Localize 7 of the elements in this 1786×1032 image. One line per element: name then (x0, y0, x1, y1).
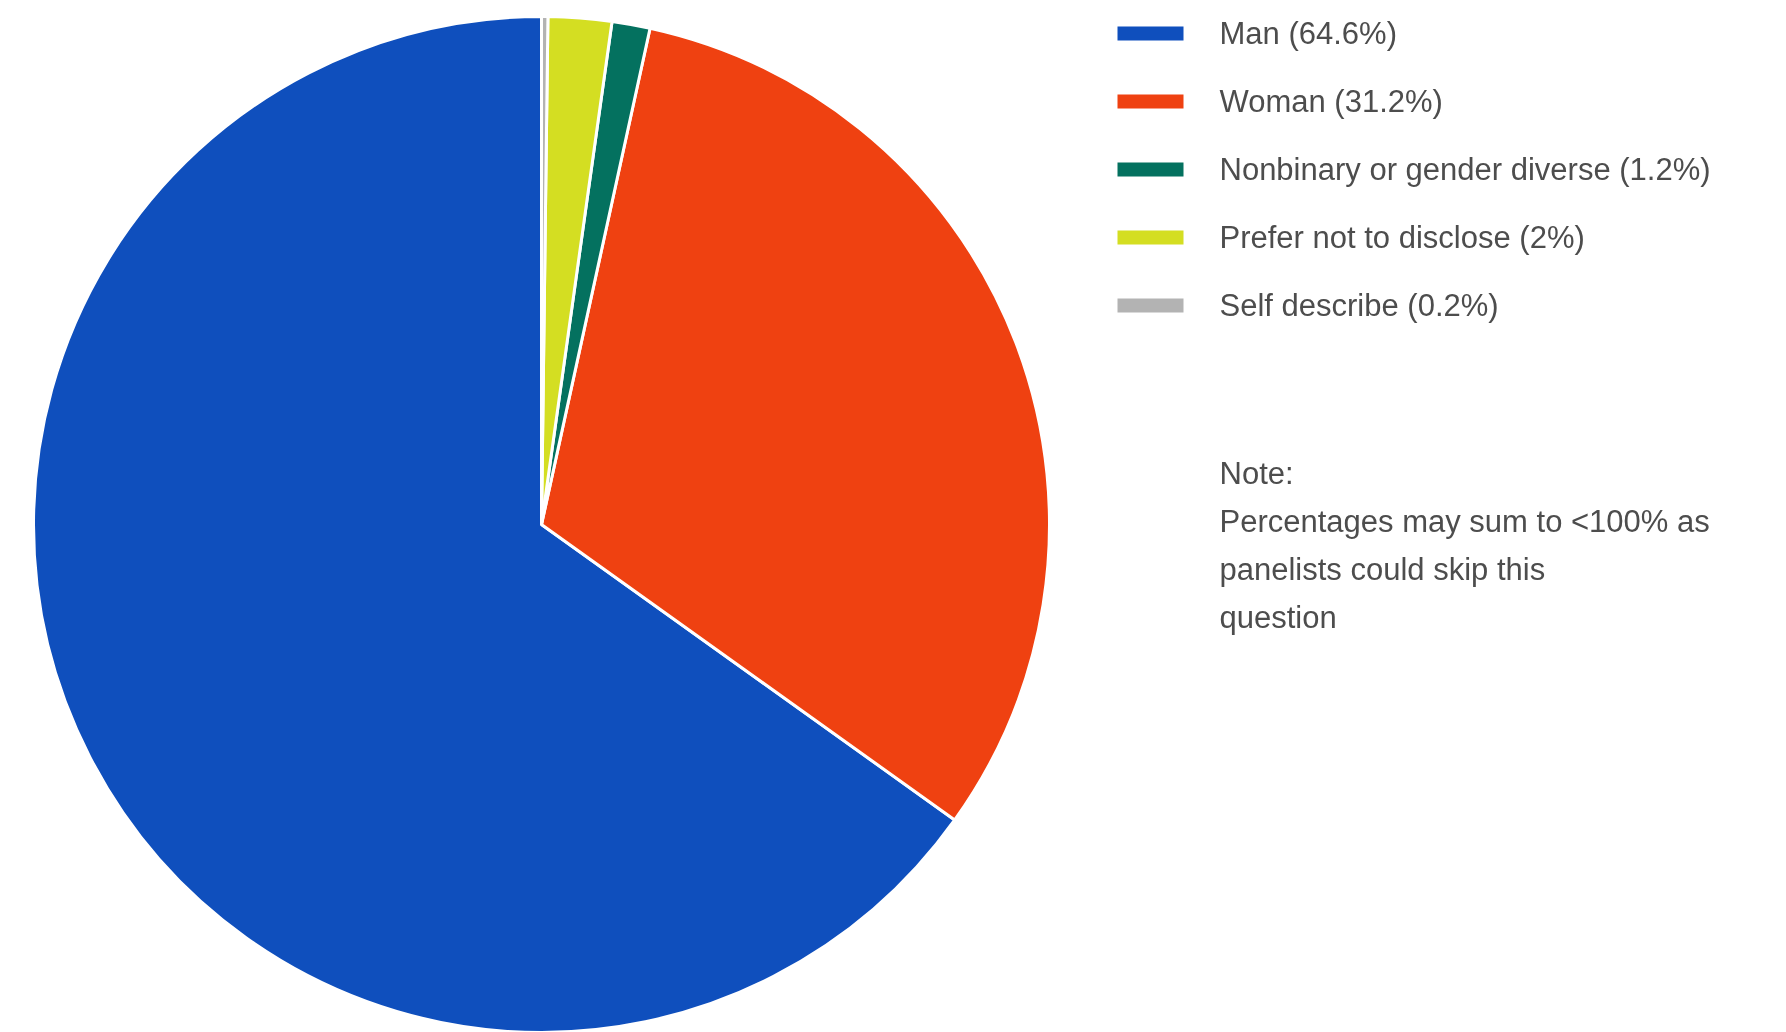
text: Percentages may sum to <100% as panelists could skip this question (1219, 504, 1710, 635)
legend-label: Prefer not to disclose (2%) (1219, 220, 1585, 255)
legend-label: Woman (31.2%) (1219, 84, 1443, 119)
legend-label: Self describe (0.2%) (1219, 288, 1499, 323)
legend-label: Nonbinary or gender diverse (1.2%) (1219, 152, 1711, 187)
text: Note: (1219, 456, 1294, 491)
legend-label: Man (64.6%) (1219, 16, 1397, 51)
